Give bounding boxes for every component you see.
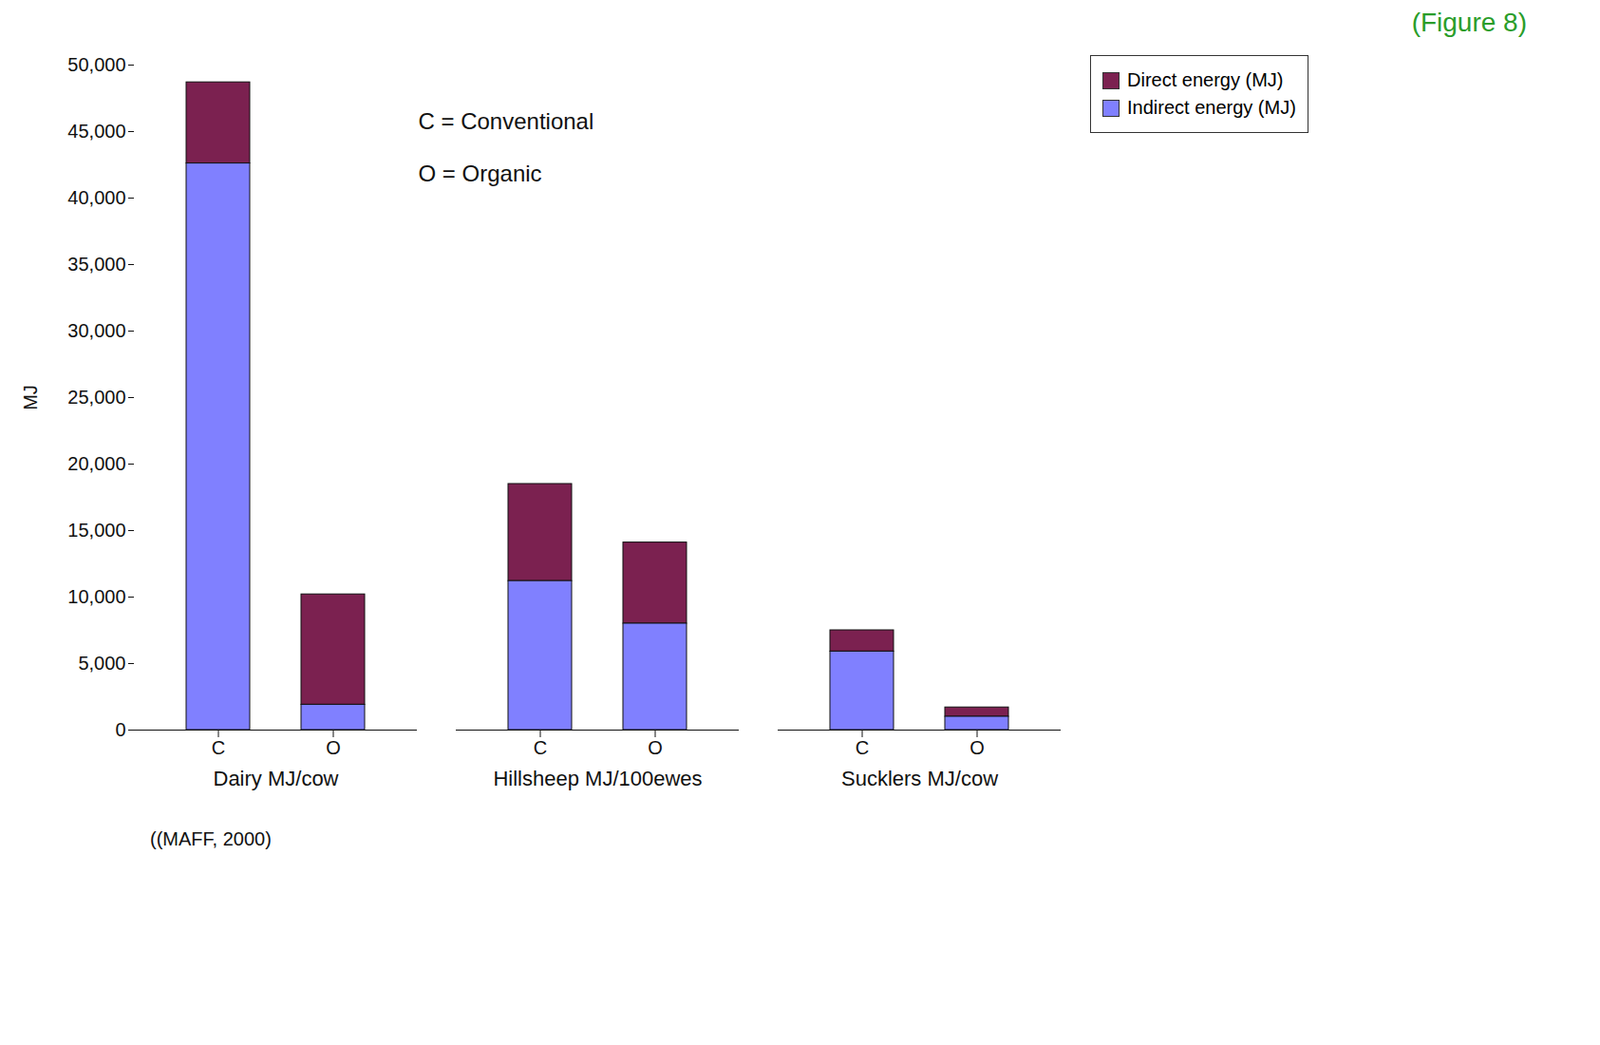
svg-text:25,000: 25,000 bbox=[67, 386, 126, 408]
svg-text:20,000: 20,000 bbox=[67, 452, 126, 474]
svg-text:Hillsheep MJ/100ewes: Hillsheep MJ/100ewes bbox=[492, 766, 702, 791]
svg-text:30,000: 30,000 bbox=[67, 320, 126, 341]
svg-text:0: 0 bbox=[114, 718, 126, 740]
svg-text:C = Conventional: C = Conventional bbox=[418, 108, 595, 134]
svg-text:O: O bbox=[325, 736, 341, 758]
svg-text:35,000: 35,000 bbox=[67, 253, 126, 275]
svg-text:10,000: 10,000 bbox=[67, 585, 126, 607]
svg-text:C: C bbox=[211, 736, 226, 758]
svg-text:O: O bbox=[647, 736, 663, 758]
svg-text:15,000: 15,000 bbox=[67, 519, 126, 541]
svg-text:Sucklers MJ/cow: Sucklers MJ/cow bbox=[841, 766, 998, 791]
svg-text:40,000: 40,000 bbox=[67, 187, 126, 208]
html-text:Direct energy (MJ): Direct energy (MJ) bbox=[1127, 69, 1284, 91]
svg-text:C: C bbox=[533, 736, 547, 758]
svg-text:O: O bbox=[969, 736, 985, 758]
svg-text:45,000: 45,000 bbox=[67, 120, 126, 142]
html-text:(Figure 8): (Figure 8) bbox=[1411, 7, 1527, 38]
svg-text:MJ: MJ bbox=[19, 384, 41, 411]
svg-text:5,000: 5,000 bbox=[77, 652, 126, 674]
html-text:((MAFF, 2000): ((MAFF, 2000) bbox=[150, 828, 272, 849]
svg-text:C: C bbox=[855, 736, 869, 758]
svg-text:Dairy MJ/cow: Dairy MJ/cow bbox=[212, 766, 339, 791]
html-text:Indirect energy (MJ): Indirect energy (MJ) bbox=[1127, 96, 1296, 118]
svg-text:O = Organic: O = Organic bbox=[418, 160, 543, 187]
svg-text:50,000: 50,000 bbox=[67, 54, 126, 76]
